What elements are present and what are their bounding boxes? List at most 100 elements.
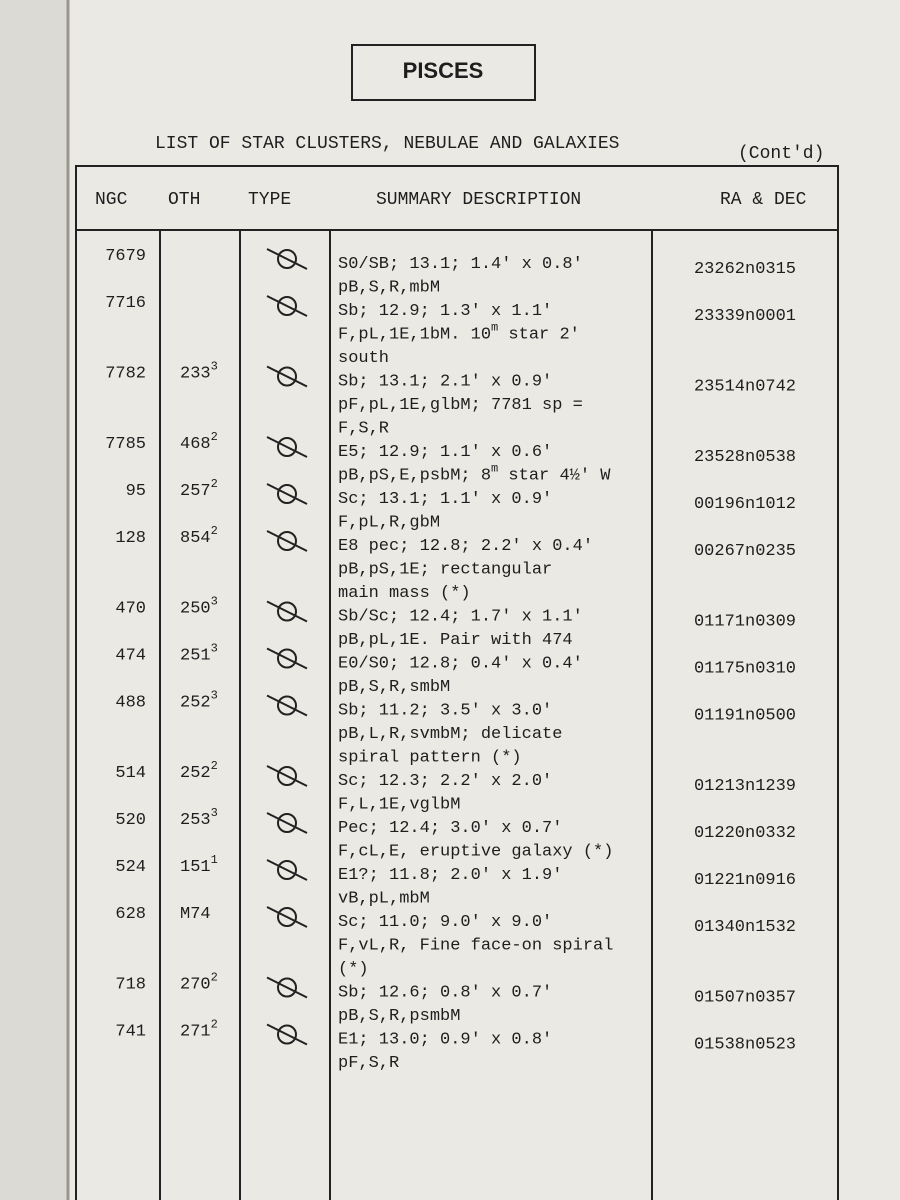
ngc-number: 514 xyxy=(115,764,146,783)
description-text: star 4½' W xyxy=(498,467,611,486)
description-line: S0/SB; 13.1; 1.4' x 0.8' xyxy=(338,255,583,274)
description-text: pB,pS,E,psbM; 8 xyxy=(338,467,491,486)
oth-number: 2513 xyxy=(180,642,218,666)
title-box xyxy=(351,44,536,101)
galaxy-symbol xyxy=(277,249,297,269)
ra-dec: 01171n0309 xyxy=(694,613,796,632)
ngc-number: 7785 xyxy=(105,435,146,454)
galaxy-symbol-bar xyxy=(266,647,308,670)
galaxy-symbol-bar xyxy=(266,530,308,552)
galaxy-symbol xyxy=(277,484,297,504)
description-line: E8 pec; 12.8; 2.2' x 0.4' xyxy=(338,537,593,556)
galaxy-symbol xyxy=(277,437,297,457)
oth-text: M74 xyxy=(180,905,211,924)
column-header: OTH xyxy=(168,190,200,210)
description-superscript: m xyxy=(491,321,498,335)
facing-page xyxy=(0,0,68,1200)
description-line: Sb; 12.9; 1.3' x 1.1' xyxy=(338,302,552,321)
ngc-number: 95 xyxy=(126,482,146,501)
description-line: spiral pattern (*) xyxy=(338,749,522,768)
ra-dec: 00196n1012 xyxy=(694,495,796,514)
ngc-number: 7782 xyxy=(105,365,146,384)
description-line: (*) xyxy=(338,960,369,979)
description-line: south xyxy=(338,349,389,368)
galaxy-symbol-bar xyxy=(266,859,308,881)
oth-text: 854 xyxy=(180,529,211,548)
oth-superscript: 3 xyxy=(211,360,218,374)
description-line: pB,S,R,psmbM xyxy=(338,1007,460,1026)
description-line: Sb; 13.1; 2.1' x 0.9' xyxy=(338,373,552,392)
galaxy-symbol-bar xyxy=(266,600,308,623)
ngc-number: 470 xyxy=(115,600,146,619)
description-line: vB,pL,mbM xyxy=(338,890,430,909)
ngc-number: 7679 xyxy=(105,247,146,266)
description-text: star 2' xyxy=(498,326,580,345)
description-superscript: m xyxy=(491,462,498,476)
description-line: Sb/Sc; 12.4; 1.7' x 1.1' xyxy=(338,608,583,627)
description-text: F,pL,1E,1bM. 10 xyxy=(338,326,491,345)
oth-text: 253 xyxy=(180,811,211,830)
galaxy-symbol xyxy=(277,907,297,927)
ra-dec: 01221n0916 xyxy=(694,871,796,890)
oth-text: 151 xyxy=(180,858,211,877)
description-line: Sc; 13.1; 1.1' x 0.9' xyxy=(338,490,552,509)
galaxy-symbol xyxy=(277,366,297,387)
oth-number: 2712 xyxy=(180,1018,218,1042)
description-line: Sb; 11.2; 3.5' x 3.0' xyxy=(338,702,552,721)
description-line: pB,S,R,smbM xyxy=(338,678,450,697)
description-line: E0/S0; 12.8; 0.4' x 0.4' xyxy=(338,655,583,674)
description-line: main mass (*) xyxy=(338,584,471,603)
column-header: SUMMARY DESCRIPTION xyxy=(376,190,581,210)
oth-superscript: 2 xyxy=(211,524,218,538)
description-line: F,S,R xyxy=(338,420,389,439)
galaxy-symbol xyxy=(277,695,297,716)
oth-text: 252 xyxy=(180,764,211,783)
description-line: pB,pS,E,psbM; 8m star 4½' W xyxy=(338,462,611,486)
ra-dec: 00267n0235 xyxy=(694,542,796,561)
galaxy-symbol xyxy=(277,813,297,833)
oth-superscript: 2 xyxy=(211,477,218,491)
galaxy-symbol xyxy=(277,601,297,622)
description-line: Pec; 12.4; 3.0' x 0.7' xyxy=(338,819,562,838)
oth-text: 270 xyxy=(180,976,211,995)
galaxy-symbol xyxy=(277,766,297,786)
galaxy-symbol-bar xyxy=(266,906,308,928)
galaxy-symbol-bar xyxy=(266,1023,308,1046)
ngc-number: 474 xyxy=(115,647,146,666)
oth-superscript: 3 xyxy=(211,642,218,656)
continued-note: (Cont'd) xyxy=(738,144,824,164)
description-line: F,pL,R,gbM xyxy=(338,514,440,533)
oth-text: 468 xyxy=(180,435,211,454)
ra-dec: 01538n0523 xyxy=(694,1036,796,1055)
description-line: pB,pS,1E; rectangular xyxy=(338,561,552,580)
galaxy-symbol xyxy=(277,1024,297,1045)
ra-dec: 01175n0310 xyxy=(694,660,796,679)
ra-dec: 23339n0001 xyxy=(694,307,796,326)
description-line: pB,pL,1E. Pair with 474 xyxy=(338,631,573,650)
description-line: E1; 13.0; 0.9' x 0.8' xyxy=(338,1031,552,1050)
oth-superscript: 2 xyxy=(211,1018,218,1032)
description-line: E1?; 11.8; 2.0' x 1.9' xyxy=(338,866,562,885)
oth-superscript: 2 xyxy=(211,971,218,985)
galaxy-symbol xyxy=(277,977,297,998)
ra-dec: 01213n1239 xyxy=(694,777,796,796)
ra-dec: 01340n1532 xyxy=(694,918,796,937)
oth-number: 2523 xyxy=(180,689,218,713)
oth-text: 251 xyxy=(180,647,211,666)
description-line: Sb; 12.6; 0.8' x 0.7' xyxy=(338,984,552,1003)
description-line: F,pL,1E,1bM. 10m star 2' xyxy=(338,321,580,345)
oth-superscript: 2 xyxy=(211,759,218,773)
ngc-number: 524 xyxy=(115,858,146,877)
oth-superscript: 3 xyxy=(211,595,218,609)
ra-dec: 01191n0500 xyxy=(694,707,796,726)
table-body: 7679 S0/SB; 13.1; 1.4' x 0.8'pB,S,R,mbM23… xyxy=(105,247,796,1073)
galaxy-symbol-bar xyxy=(266,765,308,787)
description-line: pF,pL,1E,glbM; 7781 sp = xyxy=(338,396,583,415)
description-line: Sc; 11.0; 9.0' x 9.0' xyxy=(338,913,552,932)
ra-dec: 23514n0742 xyxy=(694,378,796,397)
galaxy-symbol-bar xyxy=(266,483,308,505)
galaxy-symbol-bar xyxy=(266,365,308,388)
table-frame xyxy=(75,165,839,1200)
